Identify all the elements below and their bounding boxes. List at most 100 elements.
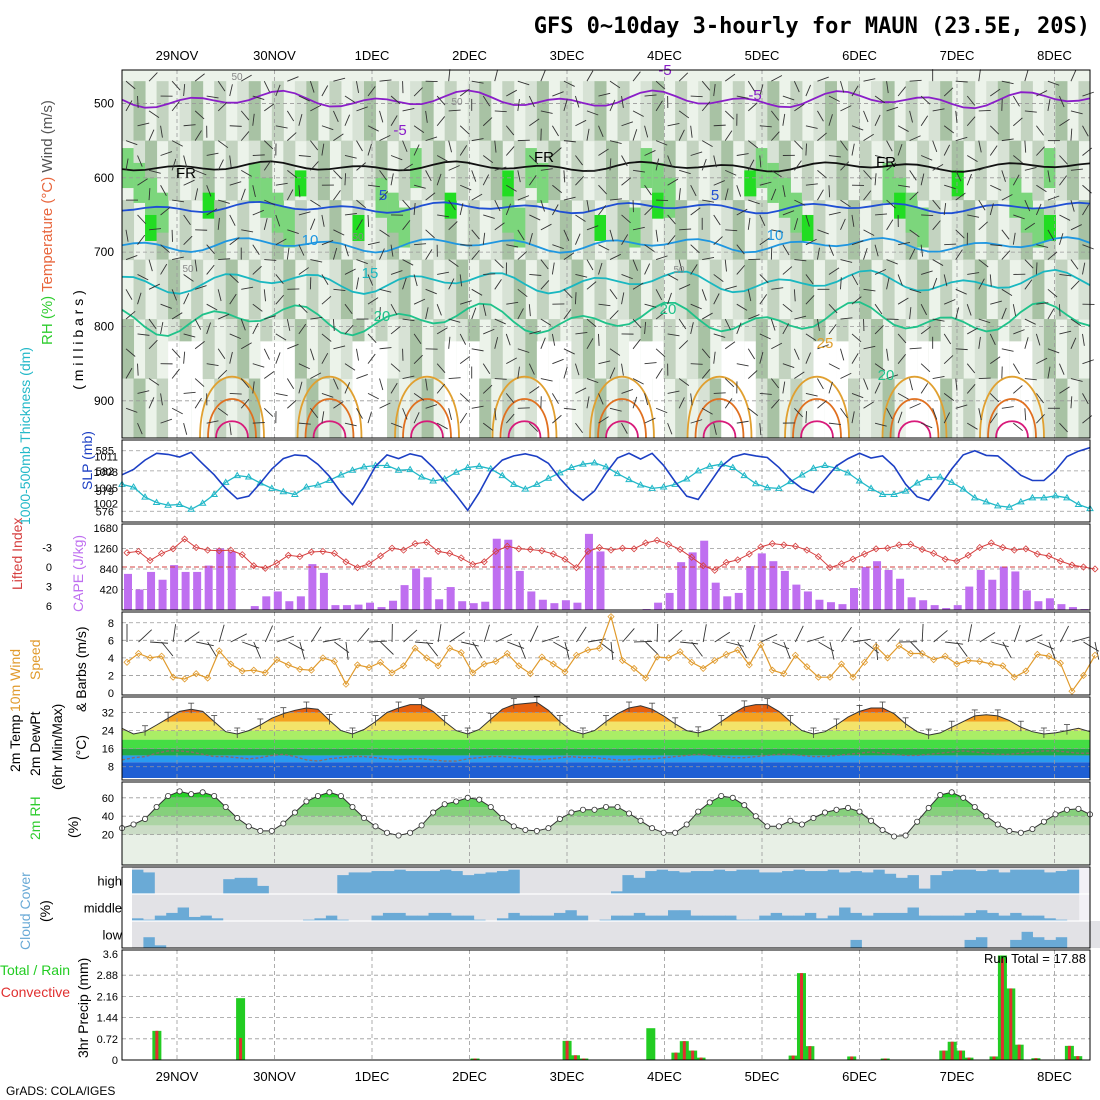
- lifted-index-point: [146, 556, 154, 565]
- rh-point: [268, 827, 275, 834]
- wind-barb: [667, 390, 680, 394]
- lifted-index-point: [365, 560, 373, 568]
- rh-cell: [940, 259, 953, 320]
- wind-barb: [482, 384, 493, 394]
- wind-barb: [1001, 138, 1014, 142]
- cloud-cell-gap: [223, 921, 236, 948]
- wind-barb: [1036, 146, 1045, 156]
- wind-speed-point: [941, 652, 949, 660]
- thickness-point: [924, 473, 933, 481]
- wind-barb: [425, 404, 438, 409]
- rh-point: [384, 829, 391, 836]
- cloud-cell-gap: [964, 921, 977, 940]
- wind-barb: [551, 393, 559, 404]
- cloud-cell-gap: [702, 867, 715, 872]
- cloud-cell-gap: [200, 894, 213, 916]
- wind-barb: [413, 202, 416, 216]
- lifted-index-point: [261, 564, 269, 572]
- cloud-cell-gap: [679, 894, 692, 911]
- rh-point: [879, 827, 886, 834]
- rh-cell: [421, 81, 434, 142]
- wind-barb: [747, 80, 756, 92]
- thickness-point: [521, 485, 530, 492]
- contour-label: 20: [878, 367, 895, 384]
- wind-barb: [160, 207, 171, 216]
- thickness-point: [613, 469, 622, 477]
- wind-barb: [252, 323, 259, 335]
- wind-barb: [379, 191, 389, 201]
- wind-barb: [1070, 280, 1080, 290]
- wind-barb: [483, 273, 496, 275]
- wind-barb: [1082, 393, 1089, 405]
- thickness-point: [314, 481, 322, 488]
- wind-barb: [678, 259, 683, 272]
- wind-barb: [736, 95, 749, 99]
- wind-speed-point: [469, 669, 477, 677]
- cloud-cell: [690, 915, 703, 921]
- wind-barb: [482, 232, 486, 245]
- wind-barb: [1035, 333, 1041, 346]
- wind-barb: [402, 163, 413, 171]
- wind-barb: [609, 80, 621, 89]
- precip-convective-bar: [1076, 1056, 1080, 1060]
- cloud-cell-gap: [405, 921, 418, 948]
- thickness-point: [751, 479, 760, 487]
- rh-cell: [732, 200, 745, 261]
- wind-barb: [667, 292, 672, 305]
- precip-convective-bar: [473, 1058, 477, 1060]
- wind-barb: [413, 333, 422, 345]
- wind-barb: [517, 308, 524, 320]
- rh-dry-cell: [1009, 341, 1022, 438]
- wind-barb: [413, 87, 423, 97]
- cape-bar: [665, 592, 674, 610]
- lifted-index-point: [814, 553, 822, 561]
- rh-saturated-cell: [444, 192, 457, 219]
- cloud-cell: [725, 915, 738, 921]
- cloud-cell-gap: [428, 894, 441, 913]
- wind-barb: [713, 214, 721, 226]
- wind-barb: [966, 304, 972, 316]
- wind-barb: [805, 295, 815, 305]
- wind-barb: [1001, 307, 1007, 320]
- wind-barb: [563, 309, 572, 320]
- wind-barb: [713, 293, 720, 305]
- wind-barb: [863, 190, 872, 201]
- wind-barb: [747, 370, 758, 379]
- wind-barb: [356, 408, 363, 419]
- cloud-cell: [930, 915, 943, 921]
- wind-barb: [160, 151, 173, 156]
- rh-moist-cell: [536, 162, 549, 203]
- wind-barb: [494, 69, 499, 82]
- wind-barb: [137, 95, 139, 109]
- wind-barb: [840, 277, 842, 290]
- contour-label: 50: [352, 232, 364, 243]
- cloud-cell-gap: [1044, 867, 1057, 873]
- wind-barb: [793, 80, 800, 93]
- rh-saturated-cell: [502, 170, 515, 197]
- wind-barb: [1036, 244, 1049, 248]
- rh-cell: [974, 140, 987, 201]
- wind-speed-point: [561, 668, 569, 676]
- cloud-cell-gap: [234, 894, 247, 921]
- wind-speed-point: [158, 652, 166, 660]
- temp-tick-label: 24: [102, 726, 114, 738]
- wind-barb: [459, 393, 470, 402]
- temp-ylabel-line: 2m DewPt: [27, 711, 43, 776]
- wind-barb: [955, 80, 968, 83]
- wind-barb: [1001, 80, 1014, 85]
- precip-convective-bar: [1017, 1044, 1021, 1060]
- panel-frame: [121, 781, 1091, 866]
- wind-barb: [552, 184, 562, 194]
- wind-barb: [218, 313, 230, 320]
- cloud-cell-gap: [998, 867, 1011, 873]
- wind-barb: [1001, 406, 1014, 409]
- wind-barb: [1013, 385, 1023, 394]
- wind-barb: [171, 289, 178, 301]
- wind-barb: [552, 147, 562, 156]
- cloud-cell: [839, 907, 852, 921]
- cloud-cell: [793, 915, 806, 921]
- wind-barb: [840, 140, 848, 151]
- rh-dry-cell: [732, 341, 745, 438]
- wind-barb: [206, 208, 218, 216]
- lifted-index-point: [918, 545, 926, 554]
